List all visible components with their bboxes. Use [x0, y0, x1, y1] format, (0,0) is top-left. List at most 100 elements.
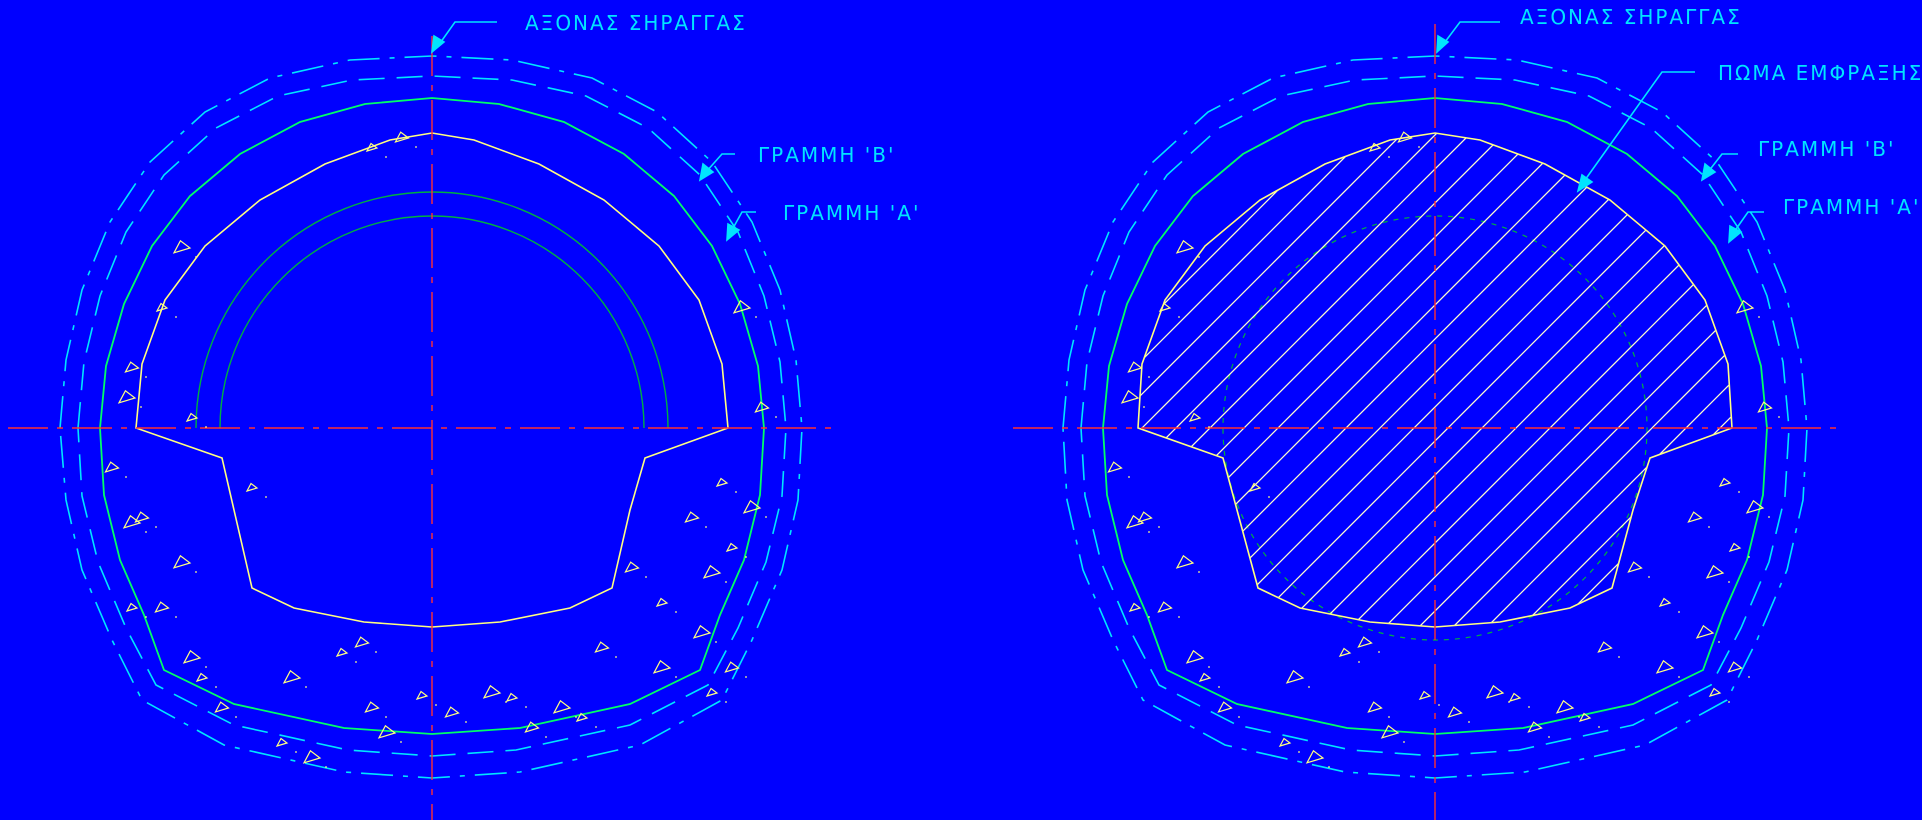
aggregate-dot	[1158, 526, 1160, 528]
aggregate-dot	[325, 766, 327, 768]
aggregate-dot	[1148, 376, 1150, 378]
aggregate-triangle	[1735, 299, 1755, 314]
right-outer-lining	[1102, 97, 1768, 735]
hatch-line	[1317, 133, 1732, 627]
aggregate-dot	[1298, 751, 1300, 753]
aggregate-triangle	[505, 692, 519, 702]
aggregate-dot	[140, 406, 142, 408]
aggregate-dot	[1178, 616, 1180, 618]
hatch-line	[1138, 133, 1505, 627]
aggregate-triangle	[742, 499, 762, 514]
aggregate-dot	[415, 146, 417, 148]
aggregate-dot	[595, 726, 597, 728]
aggregate-dot	[715, 641, 717, 643]
aggregate-triangle	[124, 361, 140, 373]
aggregate-triangle	[155, 302, 169, 312]
aggregate-triangle	[1120, 389, 1140, 404]
aggregate-dot	[145, 376, 147, 378]
aggregate-triangle	[245, 482, 259, 492]
right-plug-outline	[1137, 132, 1733, 628]
aggregate-dot	[1778, 416, 1780, 418]
aggregate-dot	[1328, 766, 1330, 768]
aggregate-dot	[1148, 531, 1150, 533]
hatch-line	[1283, 133, 1732, 627]
aggregate-dot	[1748, 676, 1750, 678]
aggregate-triangle	[354, 636, 370, 648]
aggregate-dot	[675, 611, 677, 613]
aggregate-triangle	[282, 669, 302, 684]
aggregate-triangle	[715, 477, 729, 487]
left-leader-line-a	[726, 211, 756, 242]
aggregate-dot	[305, 686, 307, 688]
aggregate-dot	[575, 716, 577, 718]
aggregate-dot	[1728, 581, 1730, 583]
left-axis-lines	[8, 36, 840, 820]
left-aggregate-symbols	[104, 131, 777, 768]
right-leader-plug	[1576, 71, 1695, 193]
right-label-axis: ΑΞΟΝΑΣ ΣΗΡΑΓΓΑΣ	[1520, 5, 1742, 29]
aggregate-triangle	[732, 299, 752, 314]
aggregate-dot	[1758, 316, 1760, 318]
aggregate-triangle	[1397, 131, 1413, 143]
aggregate-dot	[735, 491, 737, 493]
aggregate-triangle	[117, 389, 137, 404]
hatch-line	[1385, 133, 1732, 627]
hatch-line	[1138, 133, 1437, 627]
aggregate-dot	[745, 676, 747, 678]
aggregate-triangle	[1338, 647, 1352, 657]
hatch-line	[1453, 133, 1732, 627]
aggregate-triangle	[724, 661, 740, 673]
aggregate-triangle	[754, 401, 770, 413]
aggregate-triangle	[1278, 737, 1292, 747]
aggregate-triangle	[1157, 601, 1173, 613]
aggregate-triangle	[185, 412, 199, 422]
aggregate-dot	[1708, 526, 1710, 528]
aggregate-dot	[1143, 406, 1145, 408]
aggregate-triangle	[394, 131, 410, 143]
aggregate-triangle	[524, 721, 540, 733]
right-axis-lines	[1013, 24, 1845, 820]
aggregate-triangle	[1418, 690, 1432, 700]
aggregate-dot	[725, 701, 727, 703]
aggregate-dot	[125, 476, 127, 478]
aggregate-triangle	[1380, 724, 1400, 739]
aggregate-triangle	[594, 641, 610, 653]
aggregate-triangle	[1368, 142, 1382, 152]
aggregate-dot	[295, 751, 297, 753]
hatch-line	[1138, 133, 1539, 627]
aggregate-triangle	[104, 461, 120, 473]
aggregate-dot	[1548, 736, 1550, 738]
aggregate-triangle	[1217, 701, 1233, 713]
aggregate-dot	[205, 426, 207, 428]
aggregate-dot	[400, 741, 402, 743]
left-outer-lining	[99, 97, 765, 735]
left-inner-lining	[135, 132, 729, 628]
aggregate-dot	[355, 661, 357, 663]
hatch-line	[1138, 133, 1369, 627]
left-label-axis: ΑΞΟΝΑΣ ΣΗΡΑΓΓΑΣ	[525, 11, 747, 35]
left-leader-line-b	[698, 153, 735, 182]
hatch-line	[1138, 133, 1403, 627]
aggregate-triangle	[1757, 401, 1773, 413]
aggregate-triangle	[1175, 554, 1195, 569]
aggregate-dot	[755, 316, 757, 318]
left-tunnel-section: ΑΞΟΝΑΣ ΣΗΡΑΓΓΑΣ ΓΡΑΜΜΗ 'Β' ΓΡΑΜΜΗ 'Α'	[8, 11, 918, 820]
aggregate-triangle	[624, 561, 640, 573]
aggregate-triangle	[1175, 239, 1195, 254]
right-label-line-b: ΓΡΑΜΜΗ 'Β'	[1758, 137, 1896, 161]
aggregate-dot	[1198, 256, 1200, 258]
aggregate-dot	[195, 571, 197, 573]
aggregate-dot	[1528, 706, 1530, 708]
aggregate-triangle	[482, 684, 502, 699]
aggregate-triangle	[415, 690, 429, 700]
aggregate-dot	[1578, 716, 1580, 718]
aggregate-dot	[1148, 616, 1150, 618]
aggregate-triangle	[1127, 361, 1143, 373]
aggregate-triangle	[1188, 412, 1202, 422]
aggregate-dot	[1598, 726, 1600, 728]
aggregate-triangle	[154, 601, 170, 613]
aggregate-triangle	[725, 542, 739, 552]
aggregate-dot	[1678, 611, 1680, 613]
aggregate-triangle	[705, 687, 719, 697]
aggregate-dot	[1738, 491, 1740, 493]
